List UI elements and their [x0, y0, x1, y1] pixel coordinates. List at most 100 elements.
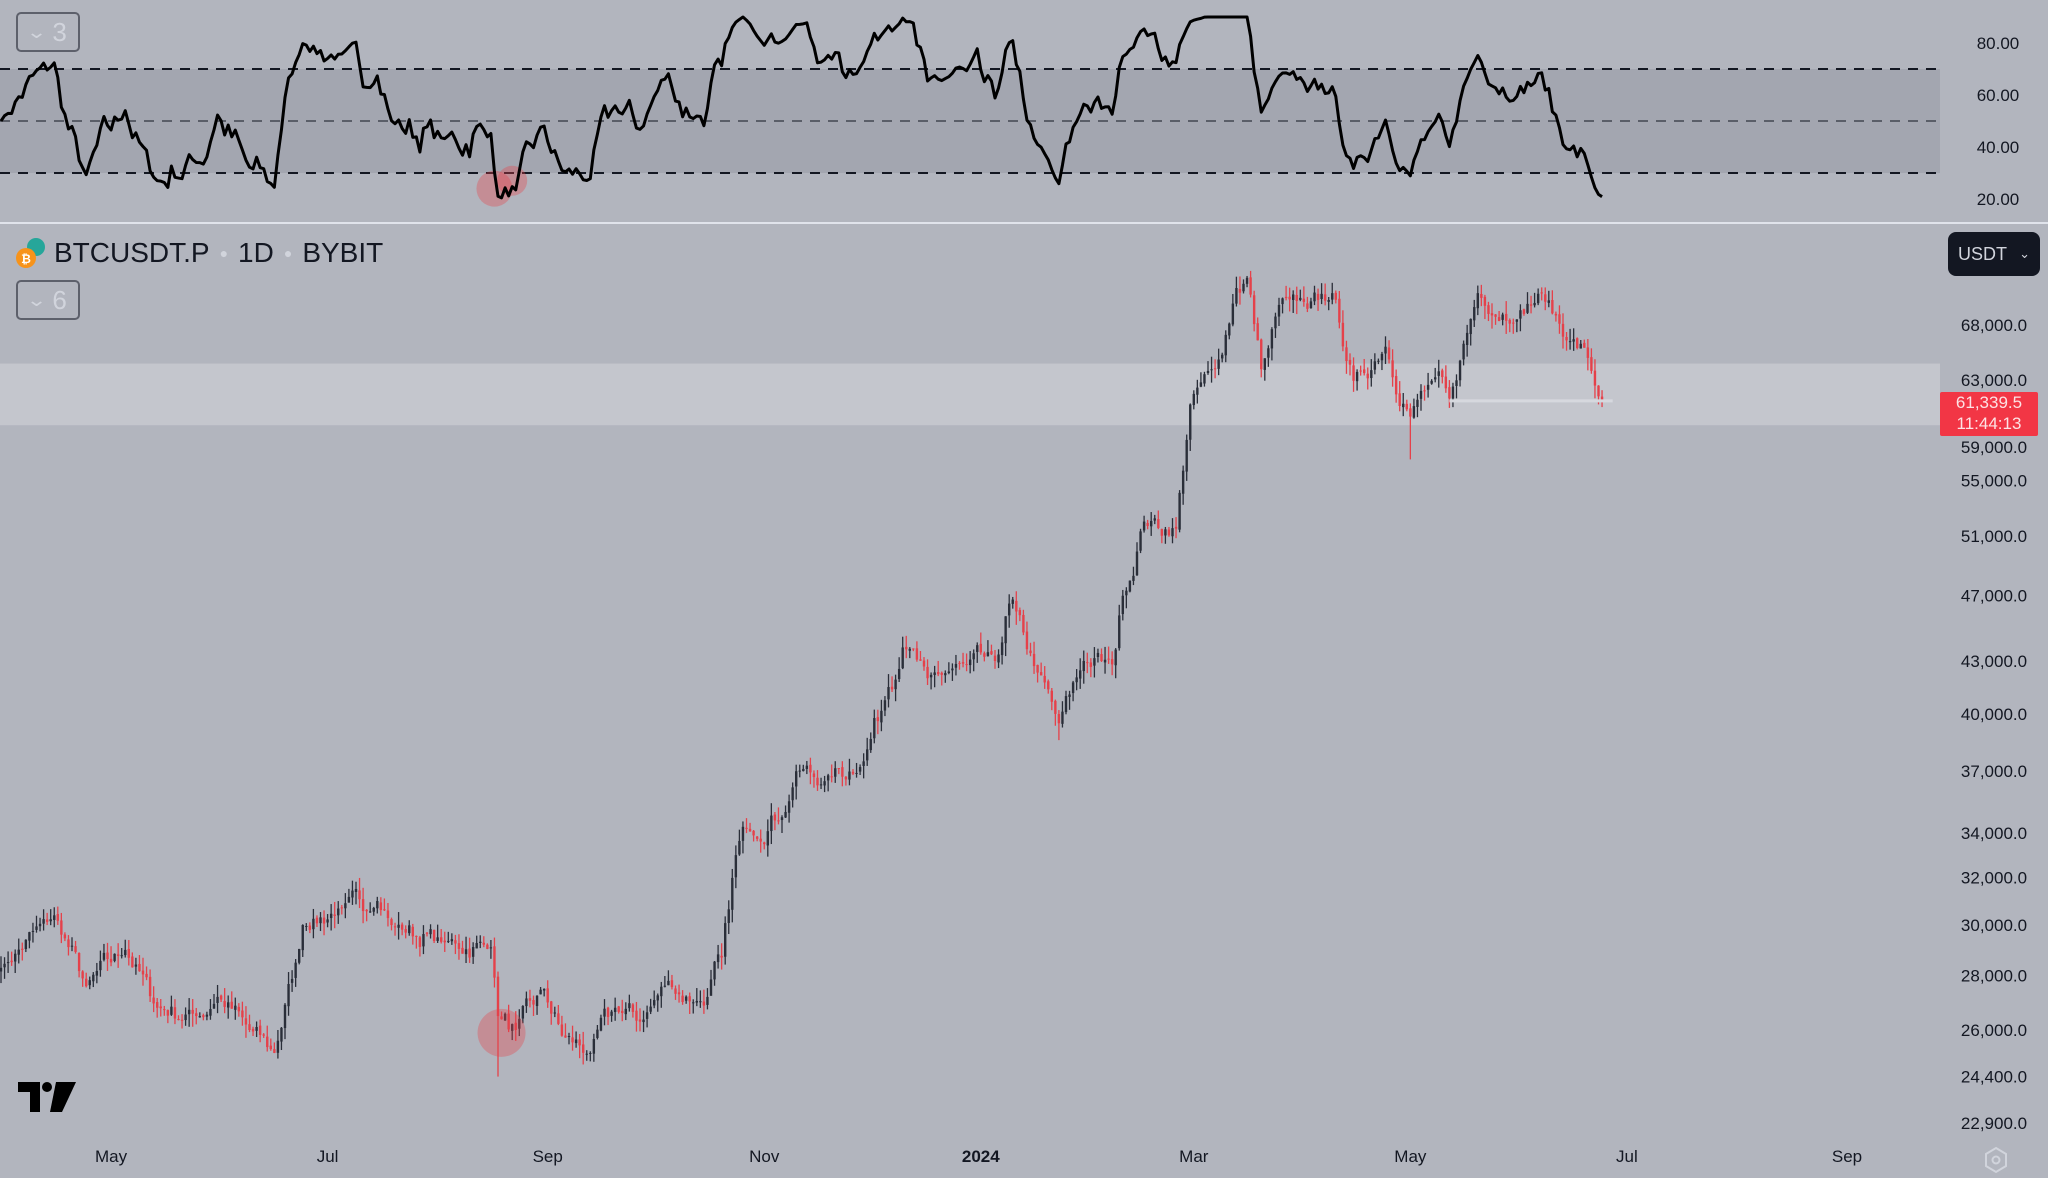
- candle-body: [1444, 376, 1448, 389]
- candle-body: [1011, 599, 1014, 604]
- candle-body: [763, 842, 766, 845]
- candle-body: [628, 1003, 631, 1009]
- candle: [1192, 390, 1195, 410]
- candle-body: [1114, 649, 1117, 666]
- candle: [1018, 607, 1022, 622]
- candle: [1576, 337, 1579, 350]
- candle-body: [1487, 305, 1490, 314]
- price-tick-label: 68,000.0: [1961, 316, 2027, 335]
- candle-body: [592, 1038, 596, 1054]
- candle: [944, 670, 947, 683]
- candle: [294, 959, 297, 987]
- candle: [880, 699, 883, 732]
- candle: [1323, 283, 1327, 306]
- candle-body: [163, 1009, 166, 1011]
- candle-body: [315, 917, 319, 924]
- candle-body: [45, 919, 49, 922]
- candle-body: [116, 954, 120, 956]
- candle-body: [1249, 277, 1252, 295]
- candle-body: [1529, 304, 1533, 306]
- candle: [251, 1026, 255, 1036]
- candle: [965, 653, 968, 672]
- candle: [486, 943, 489, 950]
- candle-body: [944, 673, 947, 676]
- settings-gear-icon[interactable]: [1982, 1146, 2010, 1174]
- candle-body: [361, 899, 365, 912]
- candle-body: [596, 1029, 599, 1038]
- candle-body: [1142, 521, 1146, 531]
- candle-body: [1135, 551, 1139, 576]
- candle: [440, 929, 443, 944]
- candle-body: [269, 1045, 272, 1050]
- candle-body: [993, 655, 997, 661]
- candle: [897, 657, 901, 682]
- candle-body: [674, 988, 677, 994]
- candle: [1199, 372, 1203, 388]
- candle: [780, 815, 784, 834]
- candle-body: [347, 896, 351, 903]
- candle-body: [386, 910, 390, 919]
- tradingview-logo[interactable]: [18, 1080, 78, 1114]
- candle: [525, 991, 528, 1013]
- candle: [937, 660, 940, 677]
- candle: [1423, 385, 1426, 401]
- candle: [1263, 358, 1266, 381]
- candle: [1295, 286, 1298, 315]
- candle-body: [979, 643, 982, 653]
- candle-body: [1302, 298, 1306, 302]
- candle: [216, 984, 219, 1014]
- candle: [858, 764, 862, 775]
- candle-body: [610, 1011, 613, 1016]
- candle: [752, 830, 755, 842]
- candle: [621, 999, 624, 1022]
- rsi-legend-toggle[interactable]: ⌄ 3: [16, 12, 80, 52]
- candle: [830, 764, 833, 783]
- candle-body: [6, 962, 10, 964]
- symbol-legend[interactable]: ₿ BTCUSDT.P ● 1D ● BYBIT: [14, 236, 383, 270]
- candle-body: [1583, 342, 1586, 348]
- candle: [1508, 318, 1511, 333]
- chevron-down-icon: ⌄: [26, 21, 48, 42]
- candle-body: [230, 1001, 233, 1009]
- candle: [582, 1031, 585, 1065]
- rsi-tick-label: 20.00: [1977, 190, 2020, 209]
- candle-body: [379, 902, 383, 911]
- candle-body: [621, 1010, 624, 1014]
- candle: [1089, 658, 1093, 678]
- rsi-line: [0, 15, 1603, 200]
- candle-body: [1242, 283, 1245, 292]
- currency-selector[interactable]: USDT ⌄: [1948, 232, 2040, 276]
- candle: [1064, 690, 1068, 715]
- candle-body: [1348, 359, 1352, 365]
- candle: [589, 1051, 592, 1062]
- candle: [1561, 313, 1565, 349]
- candle-body: [99, 960, 102, 971]
- candle: [1380, 351, 1384, 371]
- candle-body: [1057, 714, 1061, 724]
- candle-body: [205, 1014, 209, 1017]
- candle: [1572, 328, 1575, 351]
- candle-body: [791, 787, 794, 801]
- candle: [10, 951, 13, 966]
- candle: [361, 887, 365, 924]
- candle: [961, 652, 965, 668]
- candle-body: [1576, 338, 1579, 349]
- candle-body: [1458, 360, 1462, 381]
- candle: [724, 916, 727, 965]
- candle-body: [1068, 694, 1071, 697]
- candle: [287, 972, 290, 1016]
- symbol-interval[interactable]: 1D: [238, 237, 274, 268]
- indicator-legend-toggle[interactable]: ⌄ 6: [16, 280, 80, 320]
- candle-body: [858, 767, 862, 772]
- candle: [983, 651, 986, 662]
- candle-body: [344, 903, 347, 909]
- rsi-pane: [0, 15, 1940, 207]
- candle-body: [1263, 358, 1266, 370]
- candle-body: [124, 949, 127, 956]
- candle: [1536, 288, 1540, 306]
- candle-body: [1064, 696, 1068, 713]
- candle: [1022, 609, 1025, 636]
- candle: [1398, 381, 1401, 412]
- candle: [539, 987, 542, 995]
